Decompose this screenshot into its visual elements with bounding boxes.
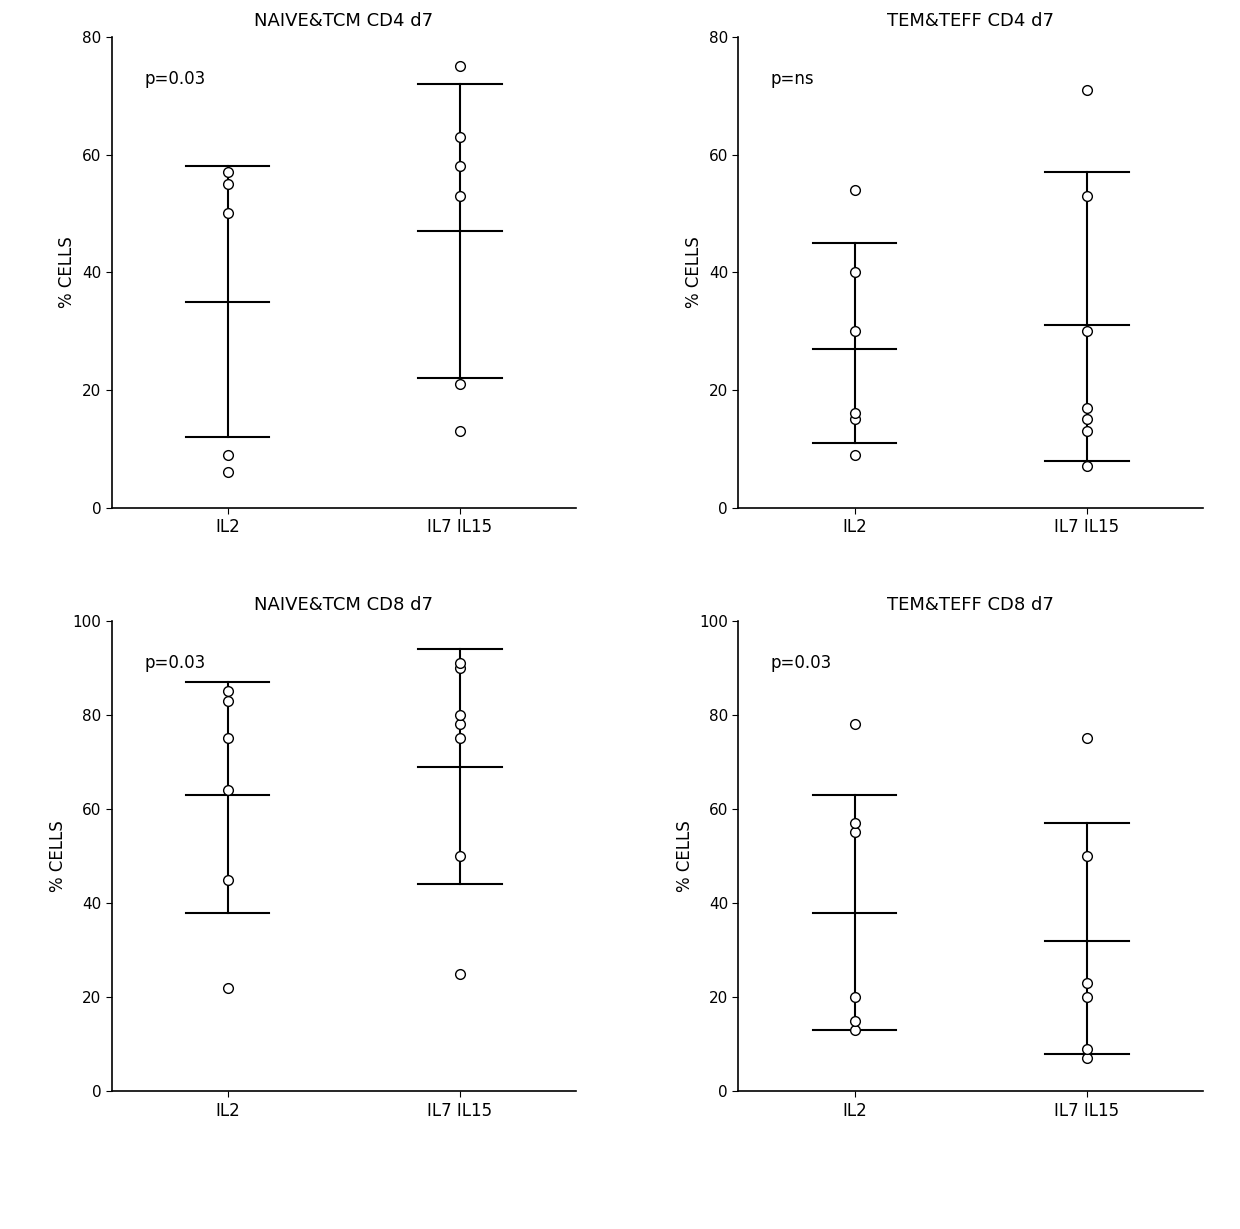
Y-axis label: % CELLS: % CELLS bbox=[686, 236, 703, 308]
Title: NAIVE&TCM CD4 d7: NAIVE&TCM CD4 d7 bbox=[254, 12, 433, 29]
Title: TEM&TEFF CD8 d7: TEM&TEFF CD8 d7 bbox=[887, 596, 1054, 613]
Y-axis label: % CELLS: % CELLS bbox=[48, 820, 67, 892]
Text: FIG. 1D: FIG. 1D bbox=[875, 1126, 1065, 1169]
Text: p=0.03: p=0.03 bbox=[771, 654, 832, 671]
Text: FIG. 1B: FIG. 1B bbox=[877, 542, 1065, 585]
Text: p=0.03: p=0.03 bbox=[144, 654, 206, 671]
Text: FIG. 1A: FIG. 1A bbox=[250, 542, 436, 585]
Y-axis label: % CELLS: % CELLS bbox=[58, 236, 76, 308]
Title: TEM&TEFF CD4 d7: TEM&TEFF CD4 d7 bbox=[887, 12, 1054, 29]
Text: p=ns: p=ns bbox=[771, 70, 815, 87]
Y-axis label: % CELLS: % CELLS bbox=[676, 820, 693, 892]
Text: p=0.03: p=0.03 bbox=[144, 70, 206, 87]
Text: FIG. 1C: FIG. 1C bbox=[250, 1126, 436, 1169]
Title: NAIVE&TCM CD8 d7: NAIVE&TCM CD8 d7 bbox=[254, 596, 433, 613]
